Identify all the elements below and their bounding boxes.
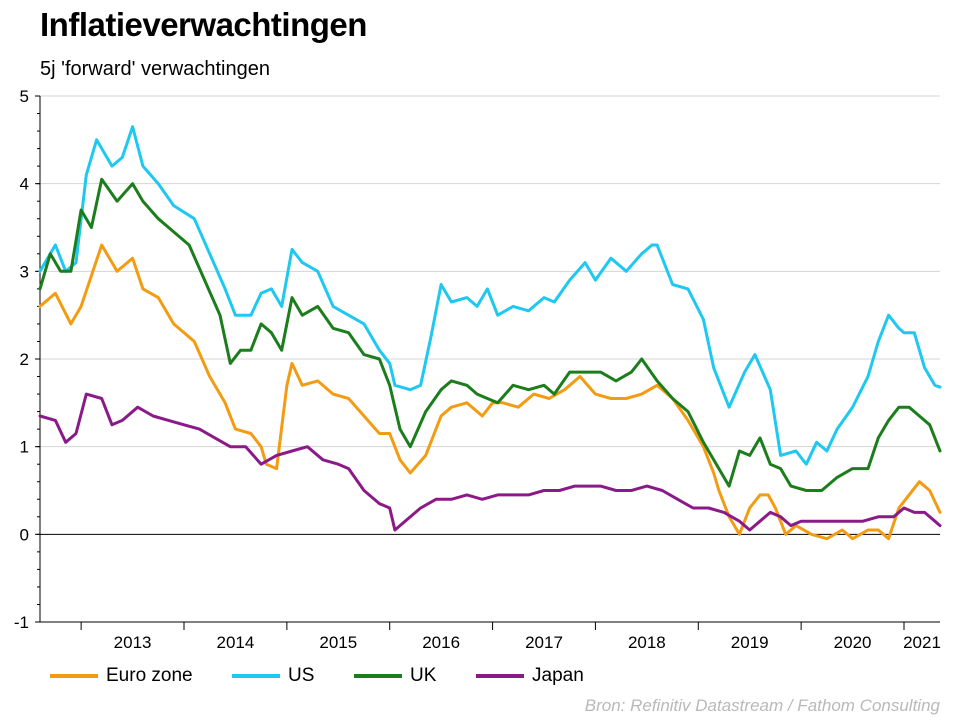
y-tick-label: -1 <box>14 613 29 632</box>
y-tick-label: 0 <box>20 525 29 544</box>
legend-label-uk: UK <box>410 665 436 687</box>
y-tick-label: 4 <box>20 175 29 194</box>
legend-swatch-uk <box>354 674 402 678</box>
legend-label-us: US <box>288 665 314 687</box>
series-line-uk <box>40 179 940 490</box>
x-tick-label: 2013 <box>114 633 152 652</box>
gridlines <box>40 96 940 622</box>
x-tick-label: 2017 <box>525 633 563 652</box>
y-tick-label: 2 <box>20 350 29 369</box>
line-chart: 5 4 3 2 1 0 -1 2013 2014 2015 2016 2017 2018 2019 2020… <box>0 0 960 720</box>
legend-label-euro-zone: Euro zone <box>106 665 193 687</box>
legend-swatch-us <box>232 674 280 678</box>
source-note: Bron: Refinitiv Datastream / Fathom Cons… <box>585 696 940 716</box>
y-tick-label: 5 <box>20 87 29 106</box>
x-tick-label: 2014 <box>217 633 255 652</box>
legend-swatch-japan <box>476 674 524 678</box>
series-lines <box>40 127 940 539</box>
series-line-us <box>40 127 940 465</box>
x-tick-label: 2021 <box>903 633 941 652</box>
x-tick-label: 2016 <box>422 633 460 652</box>
legend-swatch-euro-zone <box>50 674 98 678</box>
y-tick-label: 3 <box>20 262 29 281</box>
series-line-euro-zone <box>40 245 940 539</box>
y-tick-label: 1 <box>20 438 29 457</box>
x-tick-label: 2019 <box>731 633 769 652</box>
x-tick-label: 2020 <box>834 633 872 652</box>
legend-item-japan: Japan <box>476 664 584 688</box>
legend-item-uk: UK <box>354 664 436 688</box>
x-tick-label: 2018 <box>628 633 666 652</box>
legend-label-japan: Japan <box>532 665 584 687</box>
x-tick-label: 2015 <box>319 633 357 652</box>
legend-item-us: US <box>232 664 314 688</box>
axes: 5 4 3 2 1 0 -1 2013 2014 2015 2016 2017 2018 2019 2020… <box>14 87 941 652</box>
legend-item-euro-zone: Euro zone <box>50 664 193 688</box>
